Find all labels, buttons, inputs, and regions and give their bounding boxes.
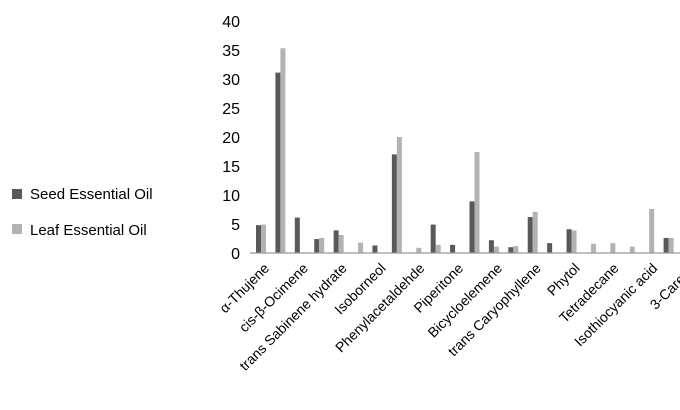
y-tick-label: 35 [222,43,240,60]
bar-leaf [571,230,577,253]
bar-seed [566,229,572,253]
bar-seed [333,230,339,253]
y-tick-label: 30 [222,72,240,89]
bar-seed [294,217,300,253]
bar-leaf [474,152,480,253]
bar-leaf [261,224,266,253]
bar-seed [391,154,397,253]
bar-seed [450,244,456,253]
y-tick-label: 5 [231,217,240,234]
bar-leaf [396,137,402,253]
bar-leaf [338,235,344,253]
y-tick-label: 15 [222,159,240,176]
bar-seed [372,245,378,253]
bar-leaf [416,247,422,253]
bars [256,48,674,254]
bar-seed [488,240,494,253]
legend-item-seed: Seed Essential Oil [12,186,153,203]
bar-seed [508,247,514,253]
y-tick-label: 40 [222,14,240,31]
legend-swatch-seed [12,189,22,199]
bar-leaf [629,246,635,253]
legend-label-leaf: Leaf Essential Oil [30,222,147,239]
bar-leaf [610,243,616,253]
legend-label-seed: Seed Essential Oil [30,186,153,203]
y-axis-tick-labels: 0 5 10 15 20 25 30 35 40 [222,14,240,263]
y-tick-label: 20 [222,130,240,147]
bar-leaf [358,242,364,253]
bar-leaf [513,246,519,253]
y-tick-label: 25 [222,101,240,118]
bar-seed [547,243,553,253]
bar-seed [527,217,533,253]
bar-leaf [435,244,441,253]
bar-leaf [590,243,596,253]
y-tick-label: 0 [231,246,240,263]
bar-seed [430,224,436,253]
y-tick-label: 10 [222,188,240,205]
bar-seed [469,201,475,253]
legend-swatch-leaf [12,224,22,234]
bar-leaf [280,48,286,254]
bar-leaf [649,208,655,253]
bar-leaf [493,246,499,253]
bar-leaf [319,237,325,253]
bar-seed [663,237,669,253]
legend-item-leaf: Leaf Essential Oil [12,222,147,239]
legend: Seed Essential Oil Leaf Essential Oil [12,186,153,239]
bar-seed [275,72,281,254]
bar-leaf [668,237,674,253]
bar-seed [256,225,261,253]
bar-seed [314,239,320,253]
bar-leaf [532,211,538,253]
